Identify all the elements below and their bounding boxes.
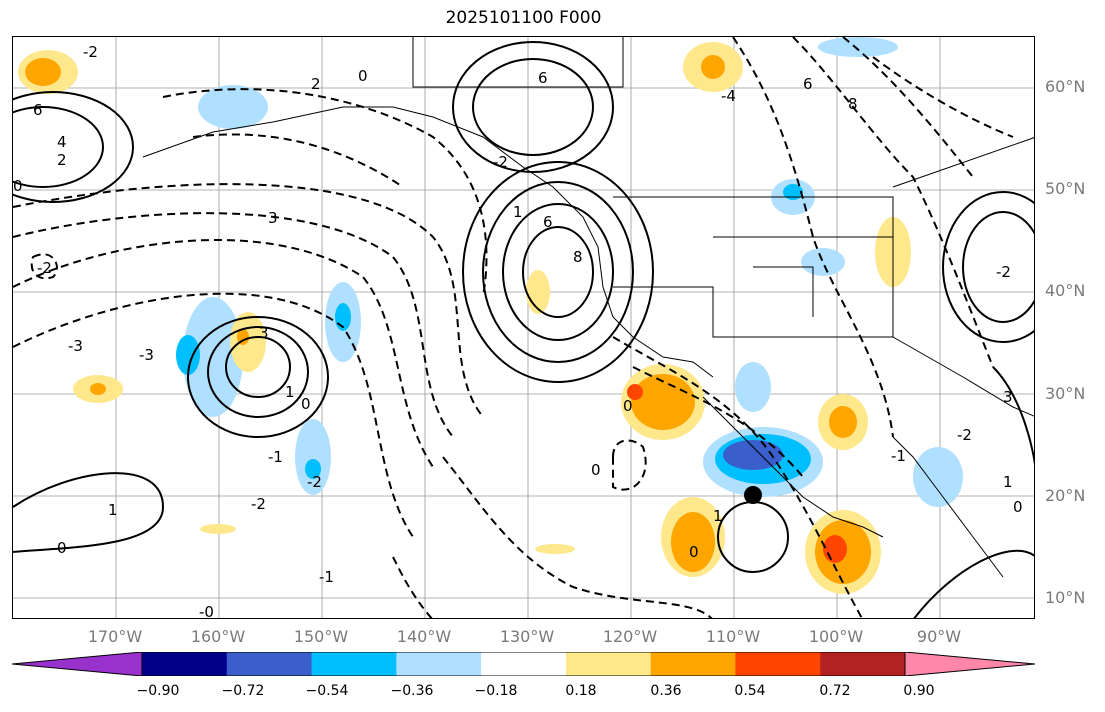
contour-label: -1 <box>891 447 906 465</box>
contour-label: 3 <box>1003 388 1013 406</box>
contour-label: -0 <box>199 603 214 619</box>
lat-label-60n: 60°N <box>1045 77 1086 96</box>
coastlines <box>142 37 1034 578</box>
lon-label-90w: 90°W <box>916 627 962 646</box>
contour-label: 1 <box>513 203 523 221</box>
colorbar-segment <box>820 652 906 676</box>
lon-label-170w: 170°W <box>87 627 143 646</box>
contour-label: -1 <box>268 448 283 466</box>
colorbar-tick: 0.36 <box>650 683 682 699</box>
lon-label-160w: 160°W <box>190 627 246 646</box>
contour-label: 8 <box>573 248 583 266</box>
contour-label: 1 <box>285 383 295 401</box>
colorbar-tick: 0.90 <box>903 683 935 699</box>
lat-label-30n: 30°N <box>1045 384 1086 403</box>
contour-label: -2 <box>251 495 266 513</box>
lon-label-100w: 100°W <box>808 627 864 646</box>
colorbar-tick: −0.90 <box>136 683 180 699</box>
contour-label: -1 <box>319 568 334 586</box>
storm-center-marker <box>744 486 762 504</box>
lat-label-20n: 20°N <box>1045 486 1086 505</box>
colorbar-segment <box>226 652 313 676</box>
contour-label: -2 <box>493 153 508 171</box>
lon-label-110w: 110°W <box>705 627 761 646</box>
contour-label: 2 <box>311 75 321 93</box>
contour-label: 0 <box>591 461 601 479</box>
contour-label: 6 <box>803 75 813 93</box>
lon-label-130w: 130°W <box>499 627 555 646</box>
contour-label: 0 <box>689 543 699 561</box>
contour-label: 0 <box>623 397 633 415</box>
contour-label: 1 <box>108 501 118 519</box>
contour-label: 6 <box>538 69 548 87</box>
contour-label: 0 <box>13 177 23 195</box>
contour-label: -2 <box>957 426 972 444</box>
contour-label: 6 <box>33 101 43 119</box>
map-panel: 6 4 2 0 -2 3 2 6 0 -4 6 8 -3 -2 -3 3 1 -… <box>12 36 1035 619</box>
contour-label: 1 <box>1003 473 1013 491</box>
dashed-contours <box>13 37 1014 618</box>
lat-label-10n: 10°N <box>1045 588 1086 607</box>
colorbar-tick: −0.54 <box>305 683 349 699</box>
colorbar-segment <box>735 652 821 676</box>
contour-label: 0 <box>57 539 67 557</box>
map-title: 2025101100 F000 <box>445 8 602 28</box>
contour-label: 3 <box>259 324 269 342</box>
contour-label: 0 <box>358 67 368 85</box>
contour-label: 0 <box>301 395 311 413</box>
contour-label: 0 <box>1013 498 1023 516</box>
colorbar-segment <box>481 652 567 676</box>
colorbar-tick: 0.54 <box>734 683 766 699</box>
contour-label-layer: 6 4 2 0 -2 3 2 6 0 -4 6 8 -3 -2 -3 3 1 -… <box>13 43 1023 619</box>
contour-label: -2 <box>307 473 322 491</box>
contour-label: -4 <box>721 87 736 105</box>
colorbar-tick: 0.72 <box>819 683 851 699</box>
colorbar <box>12 652 1035 676</box>
colorbar-segment <box>142 652 228 676</box>
lon-label-120w: 120°W <box>602 627 658 646</box>
map-canvas: 6 4 2 0 -2 3 2 6 0 -4 6 8 -3 -2 -3 3 1 -… <box>13 37 1034 619</box>
contour-label: -2 <box>996 263 1011 281</box>
colorbar-segment <box>565 652 652 676</box>
solid-contours <box>13 41 1034 618</box>
contour-label: 1 <box>713 507 723 525</box>
lat-label-50n: 50°N <box>1045 179 1086 198</box>
contour-label: 2 <box>57 151 67 169</box>
colorbar-segment <box>650 652 736 676</box>
contour-label: -3 <box>68 337 83 355</box>
contour-label: -2 <box>83 43 98 61</box>
colorbar-segment <box>311 652 397 676</box>
lat-label-40n: 40°N <box>1045 281 1086 300</box>
lon-label-150w: 150°W <box>293 627 349 646</box>
contour-label: -2 <box>37 259 52 277</box>
colorbar-segment <box>396 652 482 676</box>
colorbar-tick: −0.18 <box>474 683 518 699</box>
contour-label: 4 <box>57 133 67 151</box>
contour-label: 8 <box>848 95 858 113</box>
graticule <box>13 37 1034 618</box>
colorbar-tick: −0.72 <box>221 683 265 699</box>
contour-label: 3 <box>268 209 278 227</box>
colorbar-tick: 0.18 <box>565 683 597 699</box>
contour-label: 6 <box>543 213 553 231</box>
shading <box>18 37 963 594</box>
contour-label: -3 <box>139 346 154 364</box>
lon-label-140w: 140°W <box>396 627 452 646</box>
colorbar-tick: −0.36 <box>390 683 434 699</box>
